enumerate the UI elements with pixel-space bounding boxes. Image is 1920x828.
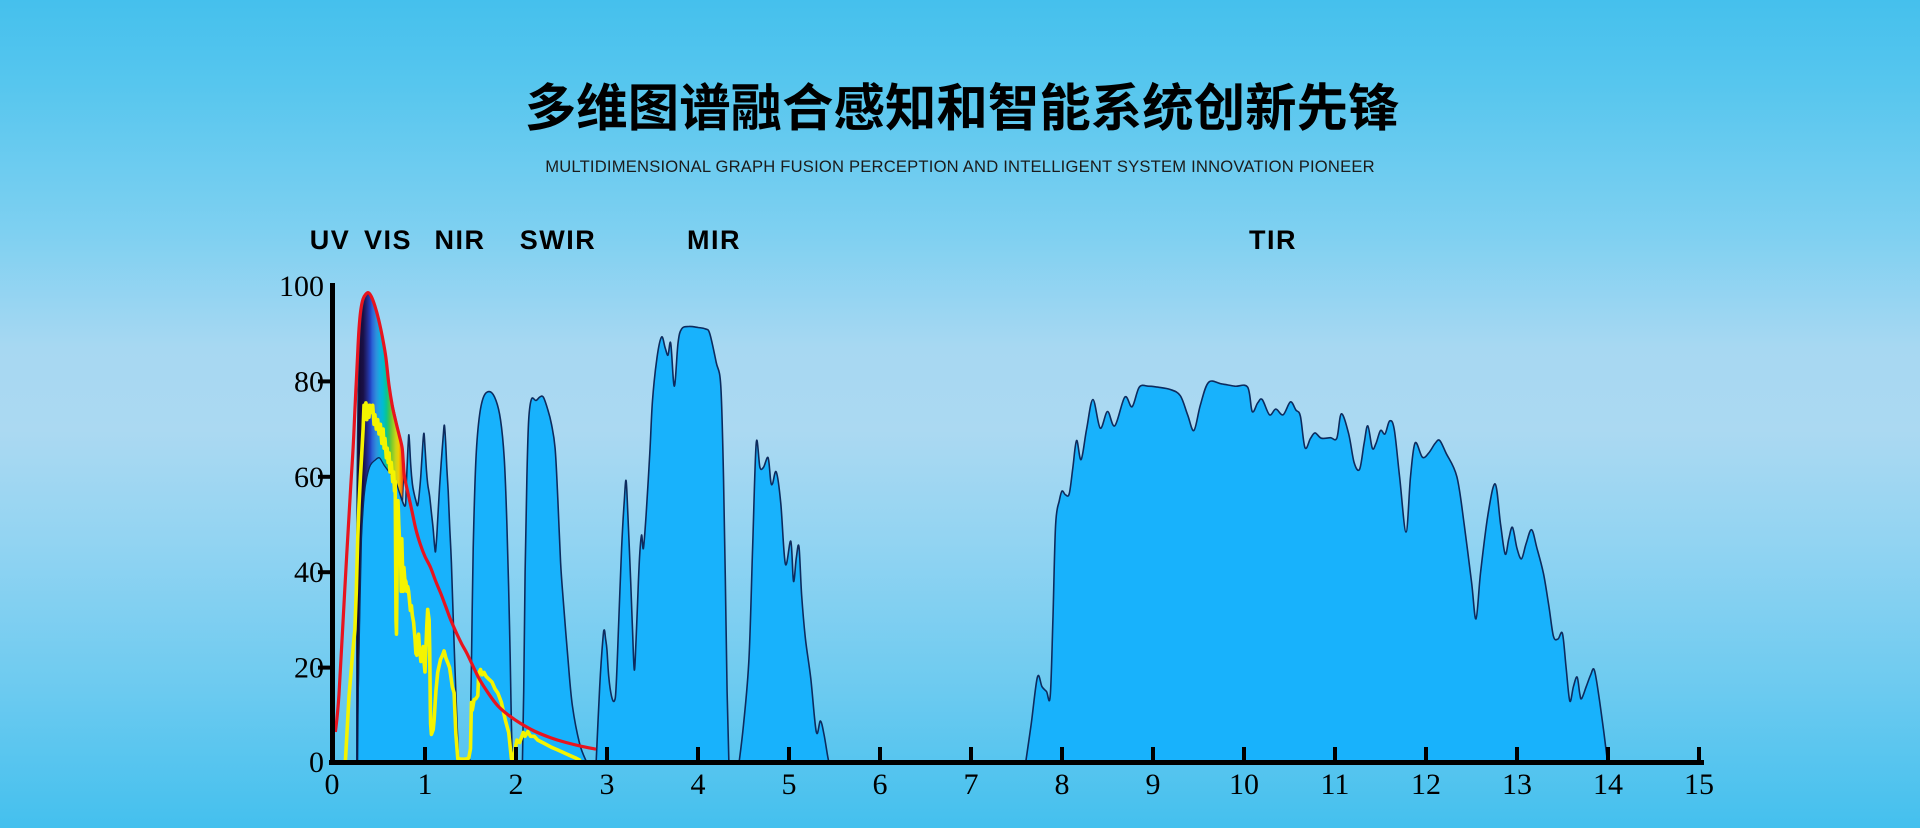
svg-text:10: 10 bbox=[1229, 768, 1259, 801]
svg-text:UV: UV bbox=[310, 225, 351, 255]
svg-text:7: 7 bbox=[964, 768, 979, 801]
svg-text:NIR: NIR bbox=[435, 225, 486, 255]
svg-text:TIR: TIR bbox=[1249, 225, 1297, 255]
svg-text:12: 12 bbox=[1411, 768, 1441, 801]
svg-text:4: 4 bbox=[691, 768, 706, 801]
svg-text:15: 15 bbox=[1684, 768, 1714, 801]
svg-text:20: 20 bbox=[294, 652, 324, 685]
svg-text:8: 8 bbox=[1055, 768, 1070, 801]
svg-text:6: 6 bbox=[873, 768, 888, 801]
svg-text:13: 13 bbox=[1502, 768, 1532, 801]
svg-text:14: 14 bbox=[1593, 768, 1623, 801]
svg-text:5: 5 bbox=[782, 768, 797, 801]
svg-text:0: 0 bbox=[325, 768, 340, 801]
svg-text:1: 1 bbox=[418, 768, 433, 801]
svg-text:SWIR: SWIR bbox=[520, 225, 597, 255]
svg-text:9: 9 bbox=[1146, 768, 1161, 801]
svg-text:3: 3 bbox=[600, 768, 615, 801]
svg-text:MIR: MIR bbox=[687, 225, 741, 255]
svg-text:80: 80 bbox=[294, 365, 324, 398]
svg-text:MULTIDIMENSIONAL GRAPH FUSION: MULTIDIMENSIONAL GRAPH FUSION PERCEPTION… bbox=[545, 157, 1375, 176]
svg-text:40: 40 bbox=[294, 556, 324, 589]
svg-text:VIS: VIS bbox=[364, 225, 412, 255]
svg-text:11: 11 bbox=[1321, 768, 1350, 801]
svg-text:2: 2 bbox=[509, 768, 524, 801]
svg-text:60: 60 bbox=[294, 461, 324, 494]
svg-text:0: 0 bbox=[309, 746, 324, 779]
svg-text:100: 100 bbox=[279, 270, 324, 303]
